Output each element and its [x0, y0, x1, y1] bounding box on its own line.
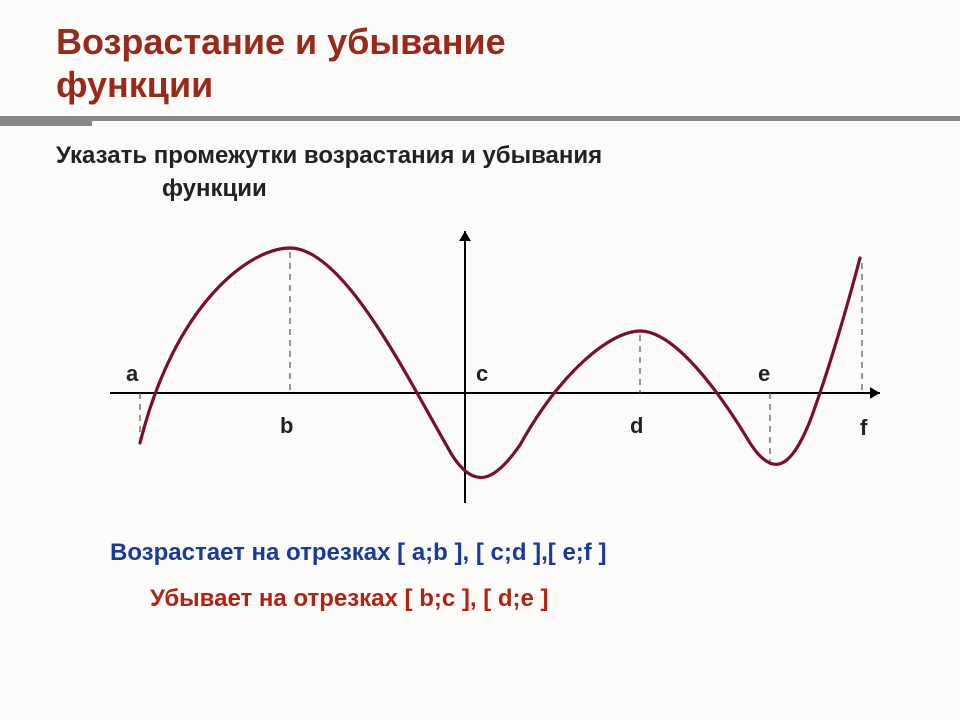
divider-bar-2 — [0, 121, 92, 126]
subtitle-line2: функции — [162, 175, 267, 202]
title-line1: Возрастание и убывание — [56, 21, 506, 62]
subtitle-line1: Указать промежутки возрастания и убывани… — [56, 142, 602, 169]
divider-bar-1 — [0, 116, 960, 121]
label-d: d — [630, 413, 643, 439]
answer-increasing: Возрастает на отрезках [ a;b ], [ c;d ],… — [110, 539, 870, 567]
title-line2: функции — [56, 64, 213, 105]
label-f: f — [860, 415, 867, 441]
function-chart: a b c d e f — [70, 223, 890, 513]
label-a: a — [126, 361, 138, 387]
answers: Возрастает на отрезках [ a;b ], [ c;d ],… — [110, 539, 870, 613]
divider — [0, 116, 960, 126]
label-e: e — [758, 361, 770, 387]
slide: Возрастание и убывание функции Указать п… — [0, 0, 960, 720]
subtitle: Указать промежутки возрастания и убывани… — [56, 140, 960, 205]
label-b: b — [280, 413, 293, 439]
answer-decreasing: Убывает на отрезках [ b;c ], [ d;e ] — [150, 585, 870, 613]
slide-title: Возрастание и убывание функции — [56, 20, 960, 106]
label-c: c — [476, 361, 488, 387]
